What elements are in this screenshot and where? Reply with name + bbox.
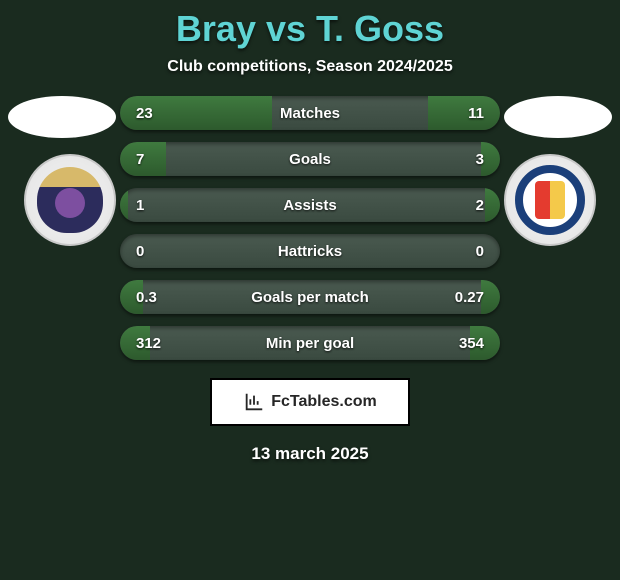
chart-icon <box>243 391 265 413</box>
club-badge-left <box>24 154 116 246</box>
club-crest-right <box>515 165 585 235</box>
stat-bar: 73Goals <box>120 142 500 176</box>
stat-label: Hattricks <box>120 234 500 268</box>
content-area: 2311Matches 73Goals 12Assists 00Hattricks 0.… <box>0 96 620 360</box>
player-silhouette-right <box>504 96 612 138</box>
stat-bar: 00Hattricks <box>120 234 500 268</box>
stat-label: Matches <box>120 96 500 130</box>
stat-bar: 12Assists <box>120 188 500 222</box>
stat-label: Goals <box>120 142 500 176</box>
page-title: Bray vs T. Goss <box>176 8 444 50</box>
comparison-card: Bray vs T. Goss Club competitions, Seaso… <box>0 0 620 580</box>
source-label: FcTables.com <box>271 393 377 411</box>
stat-label: Assists <box>120 188 500 222</box>
stat-label: Min per goal <box>120 326 500 360</box>
subtitle: Club competitions, Season 2024/2025 <box>167 58 452 76</box>
club-badge-right <box>504 154 596 246</box>
player-silhouette-left <box>8 96 116 138</box>
stat-bars: 2311Matches 73Goals 12Assists 00Hattricks 0.… <box>120 96 500 360</box>
stat-label: Goals per match <box>120 280 500 314</box>
stat-bar: 0.30.27Goals per match <box>120 280 500 314</box>
date-label: 13 march 2025 <box>251 444 368 464</box>
stat-bar: 2311Matches <box>120 96 500 130</box>
club-crest-left <box>37 167 103 233</box>
source-attribution: FcTables.com <box>210 378 410 426</box>
stat-bar: 312354Min per goal <box>120 326 500 360</box>
